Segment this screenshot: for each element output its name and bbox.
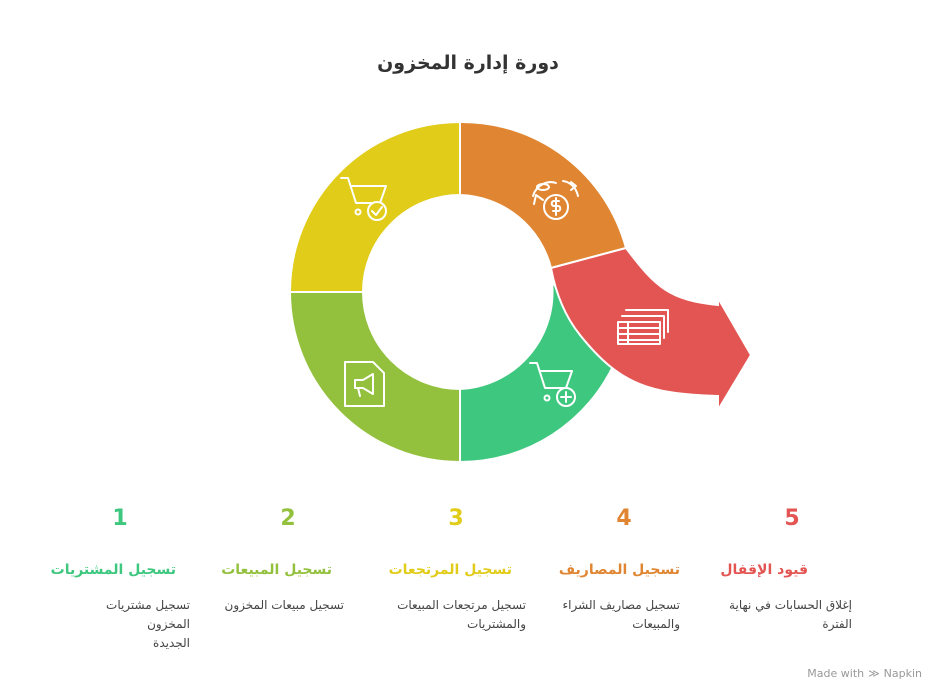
made-with-text: Made with: [807, 667, 865, 680]
napkin-brand: Napkin: [883, 667, 922, 680]
step-3-description: تسجيل مرتجعات المبيعات والمشتريات: [396, 596, 526, 634]
step-2-description: تسجيل مبيعات المخزون: [214, 596, 344, 615]
money-cycle-icon: [532, 180, 579, 220]
step-4-label: تسجيل المصاريف: [558, 562, 680, 578]
megaphone-icon: [344, 361, 385, 407]
segment-expenses: [459, 120, 628, 270]
cart-check-icon: [340, 177, 387, 221]
step-4-number: 4: [616, 506, 632, 531]
step-3-number: 3: [448, 506, 464, 531]
step-2-label: تسجيل المبيعات: [221, 562, 332, 578]
step-2-number: 2: [280, 506, 296, 531]
step-4-desc-line: والمبيعات: [632, 617, 680, 631]
napkin-logo-icon: ≫: [868, 667, 880, 680]
step-2-desc-line: تسجيل مبيعات المخزون: [224, 598, 344, 612]
cash-stack-icon: [617, 309, 669, 345]
step-4-desc-line: تسجيل مصاريف الشراء: [562, 598, 680, 612]
cart-plus-icon: [529, 362, 576, 407]
napkin-watermark[interactable]: Made with ≫ Napkin: [807, 667, 922, 680]
step-1-description: تسجيل مشتريات المخزون الجديدة: [60, 596, 190, 653]
step-1-desc-line: تسجيل مشتريات المخزون: [106, 598, 190, 631]
step-5-desc-line: الفترة: [822, 617, 852, 631]
diagram-title: دورة إدارة المخزون: [377, 52, 559, 74]
step-4-description: تسجيل مصاريف الشراء والمبيعات: [550, 596, 680, 634]
step-5-label: قيود الإقفال: [720, 562, 808, 578]
step-3-desc-line: والمشتريات: [467, 617, 526, 631]
segment-sales: [288, 291, 461, 464]
step-5-desc-line: إغلاق الحسابات في نهاية: [729, 598, 852, 612]
step-5-description: إغلاق الحسابات في نهاية الفترة: [722, 596, 852, 634]
step-1-label: تسجيل المشتريات: [50, 562, 176, 578]
step-5-number: 5: [784, 506, 800, 531]
step-1-number: 1: [112, 506, 128, 531]
step-3-label: تسجيل المرتجعات: [388, 562, 512, 578]
step-1-desc-line: الجديدة: [153, 636, 190, 650]
step-3-desc-line: تسجيل مرتجعات المبيعات: [397, 598, 526, 612]
